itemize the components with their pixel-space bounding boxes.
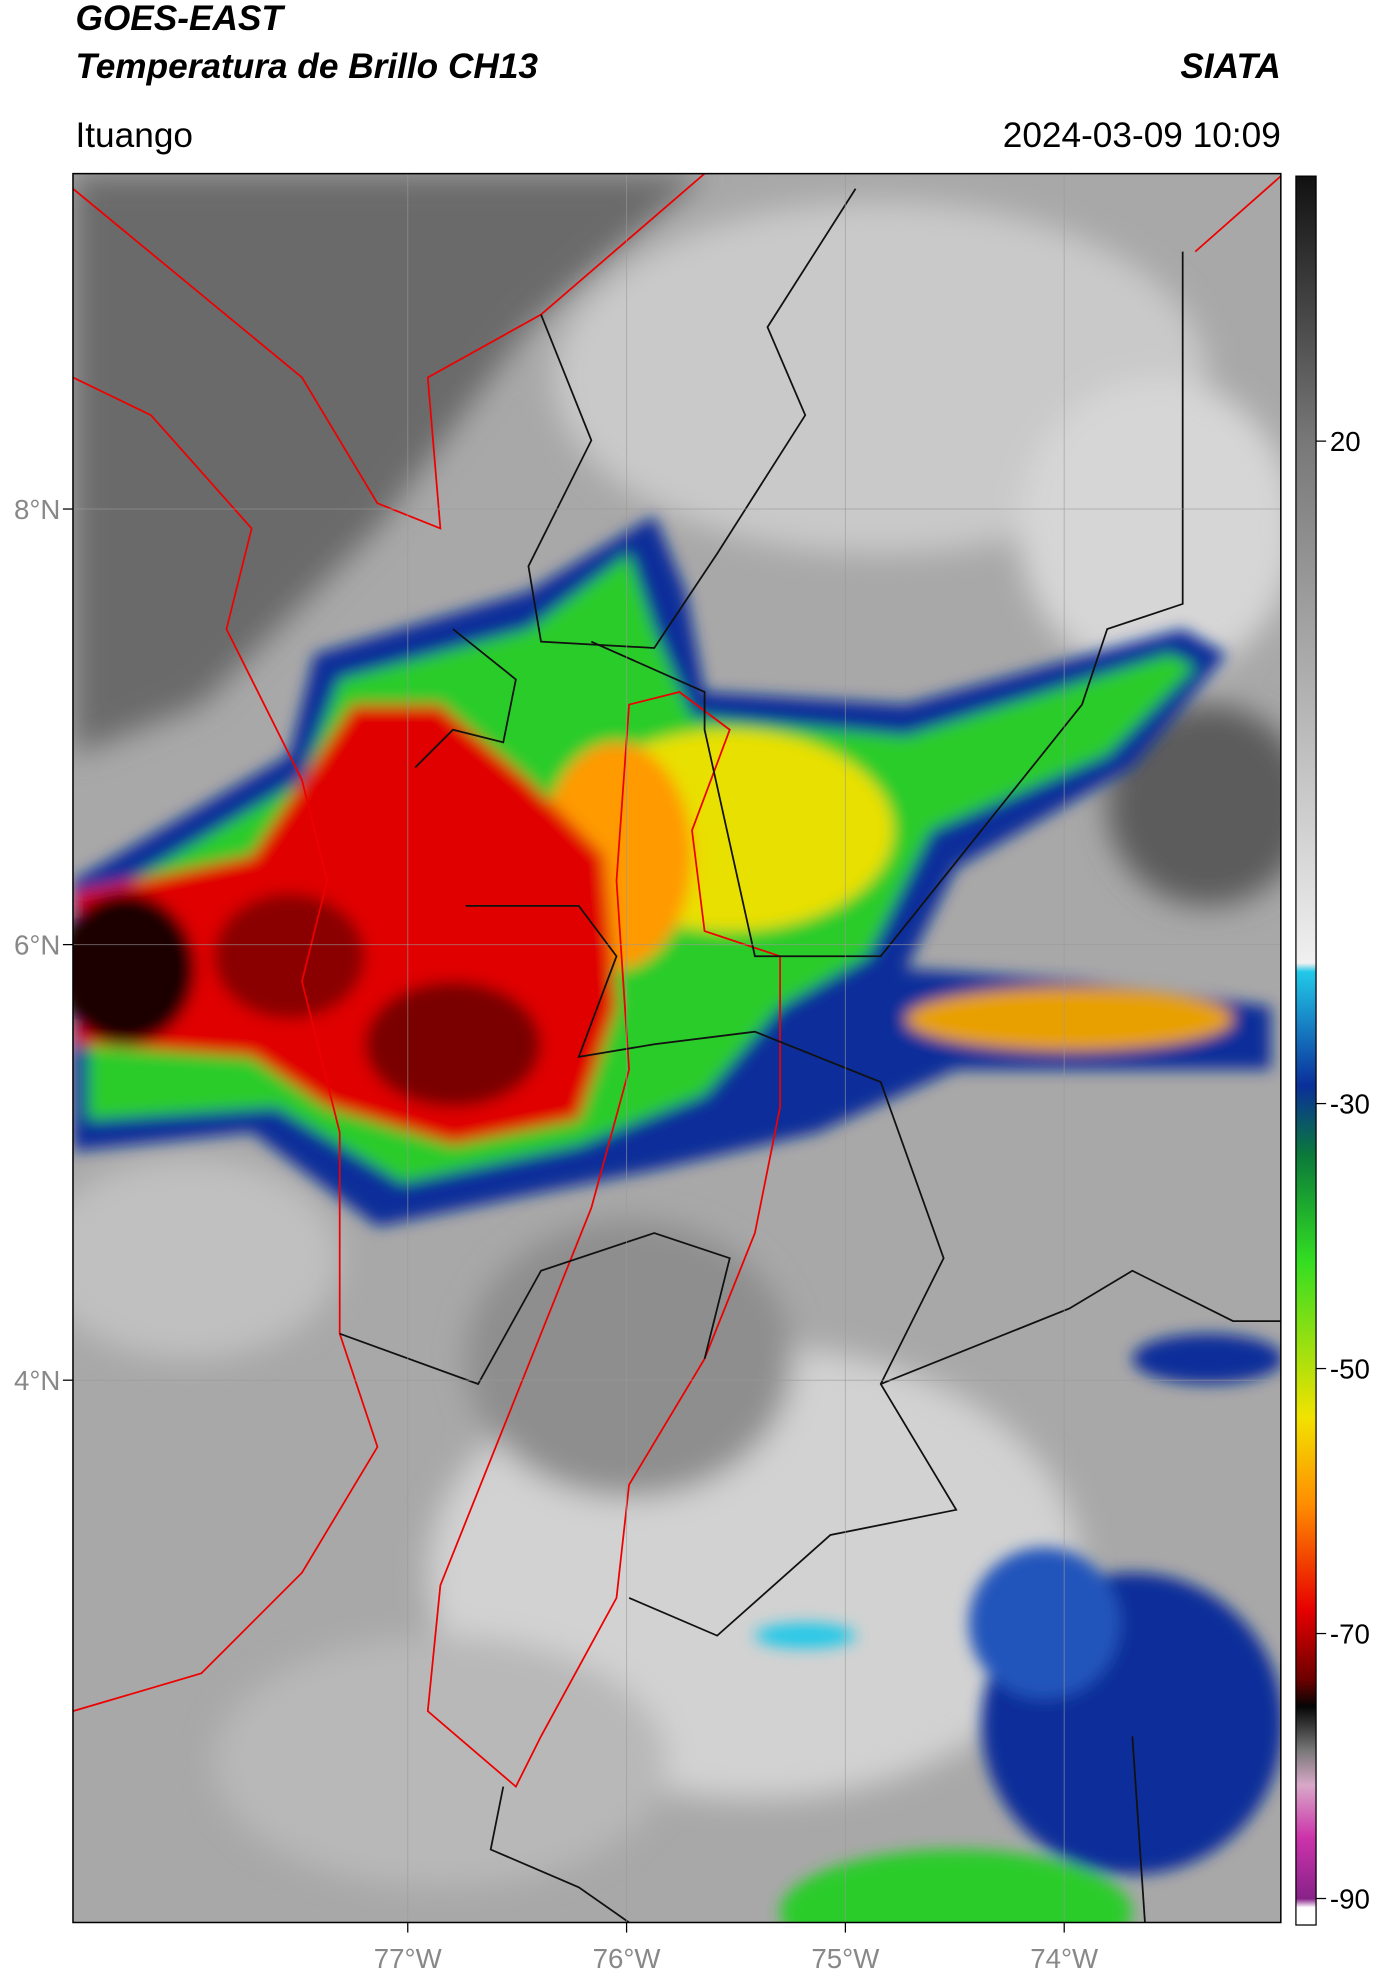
- y-tick-label: 8°N: [14, 494, 60, 525]
- colorbar: [1295, 175, 1317, 1926]
- location: Ituango: [75, 116, 193, 155]
- title: GOES-EAST: [75, 0, 285, 38]
- brand: SIATA: [1180, 47, 1280, 86]
- colorbar-tick-label: -30: [1330, 1089, 1370, 1120]
- colorbar-tick-label: -50: [1330, 1354, 1370, 1385]
- x-tick-label: 75°W: [811, 1943, 880, 1974]
- y-tick-label: 6°N: [14, 930, 60, 961]
- x-tick-label: 76°W: [593, 1943, 662, 1974]
- grid: [72, 173, 1281, 1923]
- map-frame: [72, 172, 1282, 1924]
- satellite-image: [72, 173, 1281, 1923]
- colorbar-tick-label: -70: [1330, 1619, 1370, 1650]
- colorbar-tick-label: -90: [1330, 1884, 1370, 1915]
- datetime: 2024-03-09 10:09: [1003, 116, 1281, 155]
- colorbar-tick-label: 20: [1330, 426, 1361, 457]
- subtitle: Temperatura de Brillo CH13: [75, 47, 538, 86]
- x-tick-label: 74°W: [1030, 1943, 1099, 1974]
- y-tick-label: 4°N: [14, 1365, 60, 1396]
- x-tick-label: 77°W: [374, 1943, 443, 1974]
